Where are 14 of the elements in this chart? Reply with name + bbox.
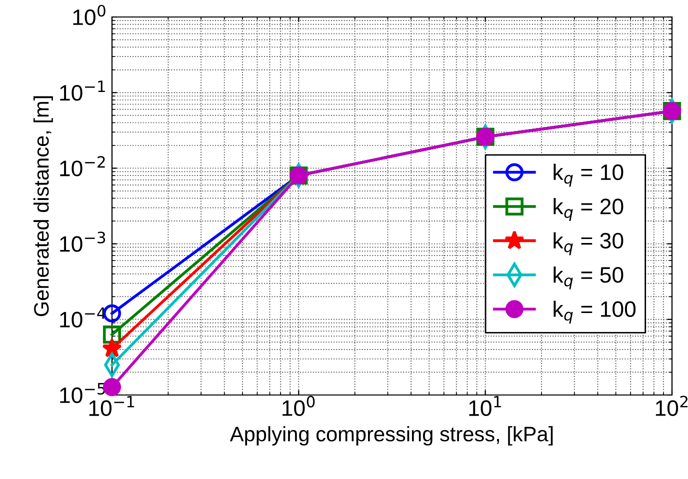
y-axis-title: Generated distance, [m] bbox=[33, 96, 53, 316]
x-tick-label: 10$^{1}$ bbox=[469, 396, 501, 416]
legend-label: k$_{q}$ = 30 bbox=[554, 232, 624, 256]
x-tick-label: 10$^{0}$ bbox=[282, 396, 315, 416]
x-tick-label: 10$^{2}$ bbox=[656, 396, 688, 416]
legend-label: k$_{q}$ = 10 bbox=[554, 164, 624, 187]
legend-label: k$_{q}$ = 20 bbox=[554, 198, 624, 221]
legend-label: k$_{q}$ = 100 bbox=[554, 300, 636, 324]
x-axis-title: Applying compressing stress, [kPa] bbox=[230, 426, 553, 446]
legend-label: k$_{q}$ = 50 bbox=[554, 266, 624, 290]
y-tick-label: 10$^{−3}$ bbox=[60, 232, 106, 252]
y-tick-label: 10$^{0}$ bbox=[73, 4, 106, 26]
y-tick-label: 10$^{−2}$ bbox=[60, 156, 105, 176]
y-tick-label: 10$^{−1}$ bbox=[60, 80, 105, 101]
